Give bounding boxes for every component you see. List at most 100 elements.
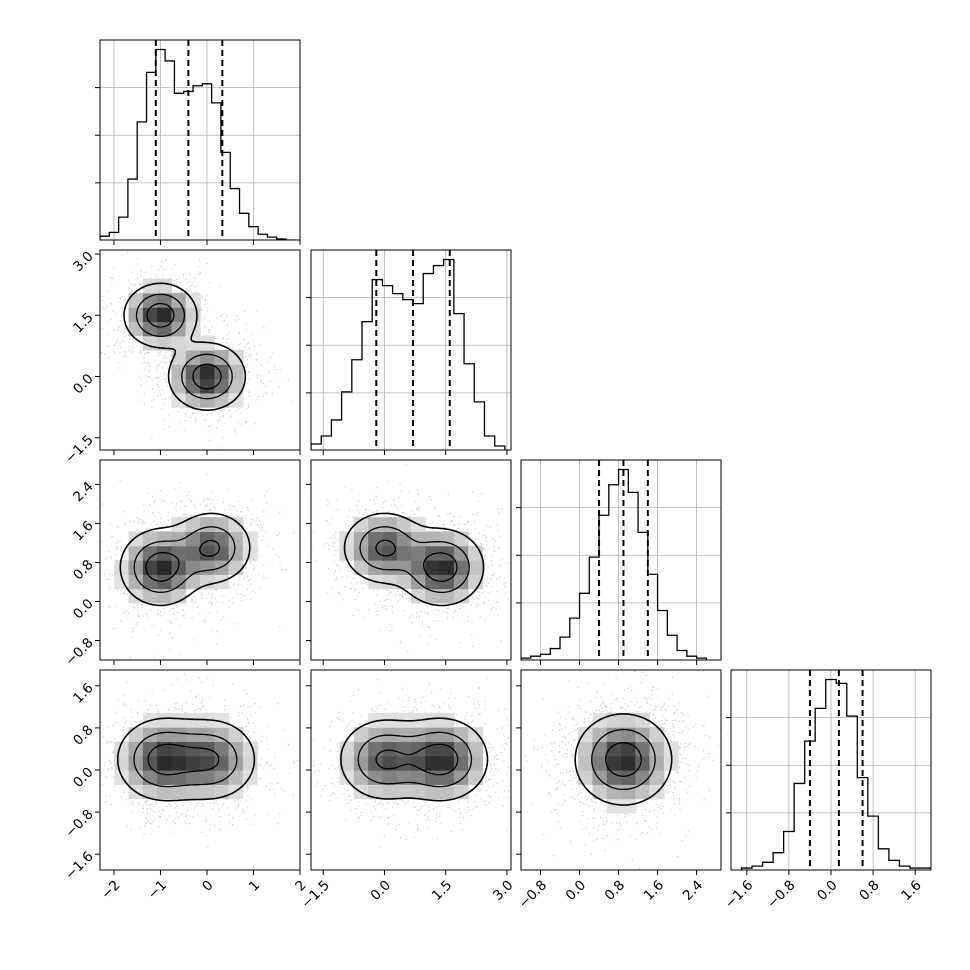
density-cell <box>214 364 230 380</box>
density-cell <box>353 727 369 743</box>
density-cell <box>171 741 187 757</box>
density-cell <box>339 755 355 771</box>
density-cell <box>142 574 158 590</box>
density-cell <box>578 727 594 743</box>
density-cell <box>171 335 187 351</box>
density-cell <box>157 755 173 771</box>
density-cell <box>142 278 158 294</box>
y-tick-label: 1.6 <box>70 680 97 707</box>
density-cell <box>649 741 665 757</box>
density-cell <box>228 392 244 408</box>
density-cell <box>396 755 412 771</box>
density-cell <box>200 350 215 365</box>
x-tick-label: 1.5 <box>429 877 456 904</box>
density-cell <box>382 770 398 785</box>
density-cell <box>382 574 398 590</box>
density-cell <box>185 574 201 590</box>
density-cell <box>200 770 215 785</box>
density-cell <box>171 755 187 771</box>
density-cell <box>439 770 455 785</box>
density-cell <box>157 335 173 351</box>
density-cell <box>606 712 622 728</box>
density-cell <box>621 755 636 771</box>
density-cell <box>171 545 187 561</box>
density-cell <box>128 574 144 590</box>
panel-frame <box>520 459 722 661</box>
panel-frame <box>99 249 301 451</box>
density-cell <box>157 727 173 743</box>
density-cell <box>228 531 244 547</box>
y-tick-label: 1.5 <box>70 310 97 337</box>
contour-line <box>146 302 222 390</box>
density-cell <box>425 784 441 800</box>
scatter-panel-3-1: −1.5 0.0 1.5 3.0 <box>298 669 517 912</box>
density-cell <box>606 755 622 771</box>
density-cell <box>185 741 201 757</box>
contour-line <box>343 512 485 607</box>
y-tick-label: 2.4 <box>70 479 97 506</box>
density-cell <box>228 545 244 561</box>
density-cell <box>157 712 173 728</box>
density-cell <box>339 545 355 561</box>
density-cell <box>425 741 441 757</box>
density-cell <box>453 727 469 743</box>
density-cell <box>621 712 636 728</box>
contour-line <box>119 512 251 607</box>
x-tick-label: 1.6 <box>641 877 668 904</box>
density-cell <box>649 727 665 743</box>
density-cell <box>200 517 215 533</box>
density-cell <box>214 378 230 394</box>
panel-frame <box>99 459 301 661</box>
density-cell <box>228 770 244 785</box>
scatter-panel-3-2: −0.8 0.0 0.8 1.6 2.4 <box>516 669 722 912</box>
density-cell <box>157 574 173 590</box>
density-cell <box>411 770 426 785</box>
density-cell <box>425 727 441 743</box>
density-cell <box>228 364 244 380</box>
density-cell <box>128 770 144 785</box>
y-tick-label: −0.8 <box>62 635 96 669</box>
density-cell <box>663 741 679 757</box>
density-cell <box>396 574 412 590</box>
density-cell <box>382 517 398 533</box>
density-cell <box>228 727 244 743</box>
density-cell <box>128 292 144 308</box>
density-cell <box>128 755 144 771</box>
density-cell <box>200 560 215 575</box>
y-tick-label: 3.0 <box>70 248 97 275</box>
density-cell <box>635 784 651 800</box>
density-cell <box>468 741 484 757</box>
density-cell <box>185 770 201 785</box>
density-cell <box>368 770 384 785</box>
density-cell <box>157 278 173 294</box>
panel-frame <box>310 249 512 451</box>
density-cell <box>185 784 201 800</box>
density-cell <box>353 517 369 533</box>
density-cell <box>171 784 187 800</box>
x-tick-label: −1.5 <box>298 877 332 911</box>
contour-line <box>123 282 247 411</box>
density-cell <box>214 741 230 757</box>
density-cell <box>453 560 469 575</box>
density-cell <box>439 560 455 575</box>
density-cell <box>621 770 636 785</box>
density-cell <box>185 321 201 337</box>
density-cell <box>396 727 412 743</box>
density-cell <box>368 545 384 561</box>
density-cell <box>439 755 455 771</box>
density-cell <box>453 741 469 757</box>
y-tick-label: 0.0 <box>70 764 97 791</box>
density-cell <box>339 770 355 785</box>
density-cell <box>114 560 130 575</box>
density-cell <box>606 784 622 800</box>
density-cell <box>242 755 258 771</box>
density-cell <box>468 727 484 743</box>
y-tick-label: 0.0 <box>70 596 97 623</box>
density-cell <box>606 770 622 785</box>
density-cell <box>114 755 130 771</box>
density-cell <box>185 307 201 323</box>
contour-line <box>340 717 489 802</box>
density-cell <box>396 770 412 785</box>
density-cell <box>142 588 158 604</box>
